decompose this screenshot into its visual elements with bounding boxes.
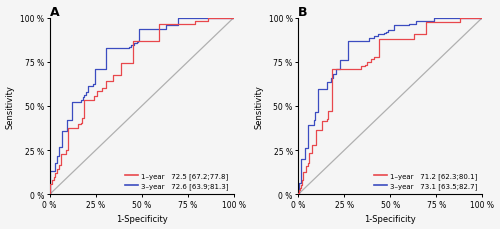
Legend: 1–year   72.5 [67.2;77.8], 3–year   72.6 [63.9;81.3]: 1–year 72.5 [67.2;77.8], 3–year 72.6 [63… bbox=[124, 171, 230, 191]
Y-axis label: Sensitivity: Sensitivity bbox=[6, 85, 15, 128]
Legend: 1–year   71.2 [62.3;80.1], 3–year   73.1 [63.5;82.7]: 1–year 71.2 [62.3;80.1], 3–year 73.1 [63… bbox=[373, 171, 479, 191]
Text: B: B bbox=[298, 5, 308, 19]
X-axis label: 1-Specificity: 1-Specificity bbox=[116, 215, 168, 224]
Text: A: A bbox=[50, 5, 59, 19]
X-axis label: 1-Specificity: 1-Specificity bbox=[364, 215, 416, 224]
Y-axis label: Sensitivity: Sensitivity bbox=[254, 85, 263, 128]
